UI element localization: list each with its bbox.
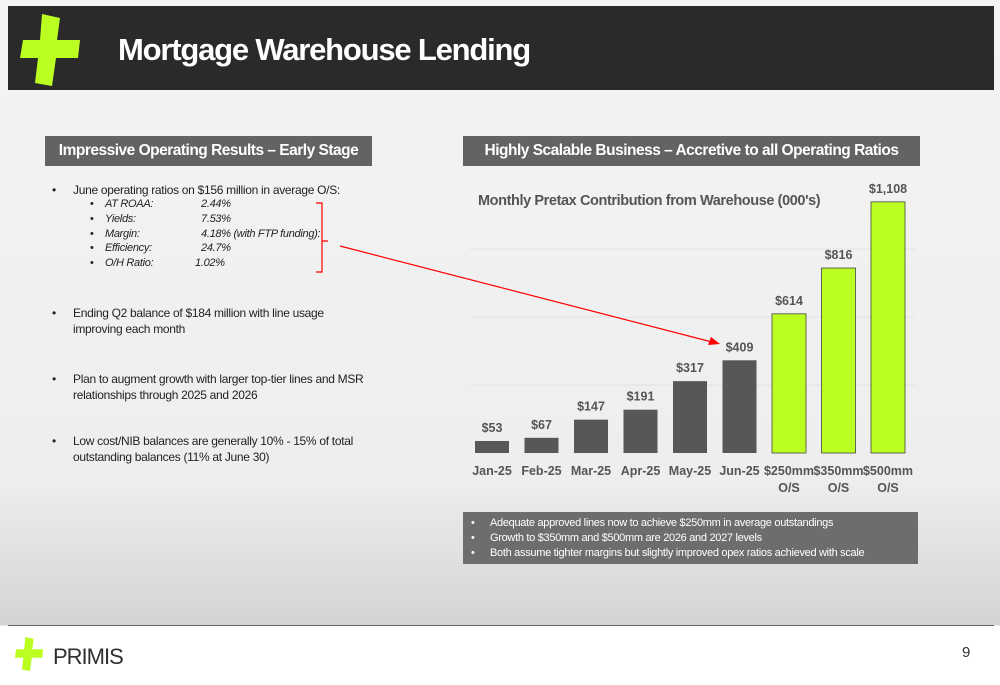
bullet-text: Ending Q2 balance of $184 million with l…	[73, 306, 324, 336]
footer-divider	[8, 625, 994, 626]
assumptions-box: Adequate approved lines now to achieve $…	[463, 512, 918, 564]
bar	[524, 437, 559, 453]
bar	[475, 440, 509, 453]
chart-category-labels: Jan-25 Feb-25 Mar-25 Apr-25 May-25 Jun-25 $250…	[472, 464, 913, 495]
bullet-text: June operating ratios on $156 million in…	[73, 183, 340, 197]
bar	[623, 409, 658, 453]
page-number: 9	[962, 644, 971, 661]
category-label: $250mm O/S	[764, 464, 814, 495]
data-label: $614	[775, 294, 803, 308]
category-label: Mar-25	[571, 464, 611, 478]
bullet-text: Low cost/NIB balances are generally 10% …	[73, 434, 353, 464]
chart-bars	[475, 201, 906, 454]
list-item: Plan to augment growth with larger top-t…	[52, 371, 372, 403]
primis-plus-logo-icon	[20, 14, 80, 86]
bar	[870, 201, 906, 454]
bar	[771, 313, 807, 454]
category-label: $350mm O/S	[813, 464, 863, 495]
note-item: Both assume tighter margins but slightly…	[471, 546, 918, 561]
list-item: Ending Q2 balance of $184 million with l…	[52, 305, 372, 337]
bullet-text: Plan to augment growth with larger top-t…	[73, 372, 364, 402]
bar	[673, 381, 707, 453]
data-label: $147	[577, 400, 605, 414]
data-label: $317	[676, 361, 704, 375]
data-label: $409	[726, 340, 754, 354]
page-title: Mortgage Warehouse Lending	[118, 32, 531, 67]
note-item: Growth to $350mm and $500mm are 2026 and…	[471, 531, 918, 546]
category-label: Jan-25	[472, 464, 512, 478]
ratio-item: O/H Ratio:1.02%	[90, 256, 350, 271]
list-item: June operating ratios on $156 million in…	[52, 182, 372, 198]
category-label: Jun-25	[719, 464, 759, 478]
note-item: Adequate approved lines now to achieve $…	[471, 516, 918, 531]
category-label: Feb-25	[521, 464, 561, 478]
arrow-head	[708, 337, 720, 345]
category-label: Apr-25	[621, 464, 661, 478]
primis-plus-logo-icon	[14, 637, 44, 671]
list-item: Low cost/NIB balances are generally 10% …	[52, 433, 372, 465]
category-label: May-25	[669, 464, 711, 478]
arrow-annotation	[339, 245, 713, 343]
ratio-item: AT ROAA:2.44%	[90, 197, 350, 212]
slide-header: Mortgage Warehouse Lending	[8, 6, 994, 90]
chart-data-labels: $53 $67 $147 $191 $317 $409 $614 $816 $1,108	[482, 182, 908, 435]
bracket-annotation	[316, 202, 328, 273]
left-section-title: Impressive Operating Results – Early Sta…	[45, 136, 372, 166]
ratio-item: Margin:4.18% (with FTP funding):	[90, 227, 350, 242]
bar	[821, 267, 856, 454]
data-label: $1,108	[869, 182, 907, 196]
bar	[722, 360, 757, 453]
ratio-item: Yields:7.53%	[90, 212, 350, 227]
ratio-item: Efficiency:24.7%	[90, 241, 350, 256]
chart-title: Monthly Pretax Contribution from Warehou…	[478, 193, 821, 209]
category-label: $500mm O/S	[863, 464, 913, 495]
ratio-list: AT ROAA:2.44% Yields:7.53% Margin:4.18% …	[90, 197, 350, 271]
bar	[574, 419, 608, 453]
data-label: $816	[825, 248, 853, 262]
brand-name: PRIMIS	[53, 644, 124, 669]
data-label: $53	[482, 421, 503, 435]
data-label: $191	[627, 390, 655, 404]
data-label: $67	[531, 418, 552, 432]
right-section-title: Highly Scalable Business – Accretive to …	[463, 136, 920, 166]
